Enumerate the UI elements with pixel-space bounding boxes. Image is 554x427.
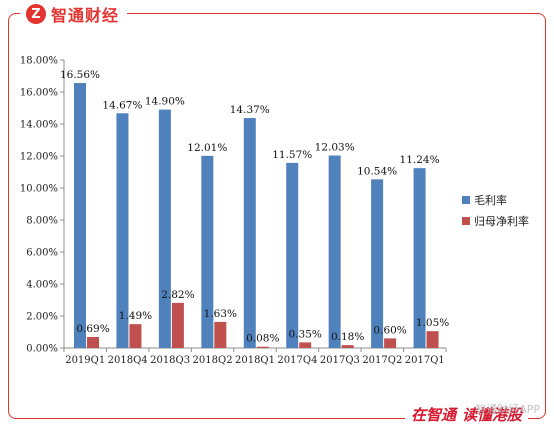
data-label-net-margin: 0.69%	[76, 323, 109, 335]
bar-gross-margin	[328, 155, 341, 348]
y-tick-label: 14.00%	[20, 120, 58, 131]
bar-gross-margin	[413, 168, 426, 348]
bar-gross-margin	[116, 113, 129, 348]
x-tick-label: 2017Q3	[320, 355, 360, 366]
bar-gross-margin	[74, 83, 86, 348]
data-label-gross-margin: 14.90%	[145, 96, 185, 108]
x-tick-label: 2017Q1	[405, 355, 445, 366]
y-tick-label: 0.00%	[26, 344, 58, 355]
data-label-net-margin: 2.82%	[161, 289, 194, 301]
bar-net-margin	[129, 324, 142, 348]
y-tick-label: 2.00%	[26, 312, 58, 323]
brand-header: Z 智通财经	[20, 0, 128, 28]
bar-net-margin	[299, 342, 312, 348]
y-tick-label: 10.00%	[20, 184, 58, 195]
data-label-net-margin: 0.18%	[331, 331, 364, 343]
watermark: 智通财经APP	[475, 403, 540, 416]
bar-gross-margin	[243, 118, 256, 348]
y-tick-label: 16.00%	[20, 88, 58, 99]
bar-gross-margin	[201, 155, 214, 348]
data-label-gross-margin: 12.03%	[315, 142, 355, 154]
bar-net-margin	[384, 338, 397, 348]
data-label-gross-margin: 14.67%	[102, 99, 142, 111]
bar-net-margin	[341, 345, 354, 348]
data-label-net-margin: 1.63%	[204, 308, 237, 320]
data-label-gross-margin: 14.37%	[230, 104, 270, 116]
y-tick-label: 18.00%	[20, 56, 58, 67]
bar-gross-margin	[286, 162, 299, 348]
bar-net-margin	[214, 321, 227, 348]
data-label-gross-margin: 11.24%	[400, 154, 440, 166]
legend-label: 归母净利率	[474, 214, 529, 228]
y-tick-label: 6.00%	[26, 248, 58, 259]
bar-gross-margin	[371, 179, 384, 348]
bar-net-margin	[87, 336, 99, 348]
slogan-part-b: 读懂港股	[461, 406, 522, 424]
x-tick-label: 2018Q2	[193, 355, 233, 366]
data-label-net-margin: 0.08%	[246, 333, 279, 345]
brand-name: 智通财经	[51, 6, 120, 25]
bar-net-margin	[171, 302, 184, 348]
x-tick-label: 2018Q4	[108, 355, 148, 366]
legend-swatch	[462, 217, 470, 225]
brand-logo-icon: Z	[26, 4, 46, 24]
data-label-net-margin: 1.49%	[119, 310, 152, 322]
x-tick-label: 2018Q3	[150, 355, 190, 366]
data-label-gross-margin: 16.56%	[60, 69, 100, 81]
footer-slogan: 在智通 读懂港股	[404, 404, 528, 425]
bar-gross-margin	[158, 109, 171, 348]
x-tick-label: 2017Q4	[277, 355, 317, 366]
y-tick-label: 4.00%	[26, 280, 58, 291]
y-tick-label: 8.00%	[26, 216, 58, 227]
bar-net-margin	[256, 346, 269, 348]
data-label-net-margin: 0.35%	[289, 328, 322, 340]
bar-net-margin	[426, 331, 439, 348]
y-tick-label: 12.00%	[20, 152, 58, 163]
data-label-gross-margin: 11.57%	[272, 149, 312, 161]
data-label-gross-margin: 10.54%	[357, 165, 397, 177]
data-label-net-margin: 1.05%	[416, 317, 449, 329]
data-label-net-margin: 0.60%	[373, 324, 406, 336]
x-tick-label: 2018Q1	[235, 355, 275, 366]
x-tick-label: 2019Q1	[65, 355, 105, 366]
legend-label: 毛利率	[474, 193, 507, 207]
slogan-part-a: 在智通	[410, 406, 456, 424]
legend-swatch	[462, 196, 470, 204]
data-label-gross-margin: 12.01%	[187, 142, 227, 154]
x-tick-label: 2017Q2	[362, 355, 402, 366]
chart-frame	[8, 13, 546, 419]
